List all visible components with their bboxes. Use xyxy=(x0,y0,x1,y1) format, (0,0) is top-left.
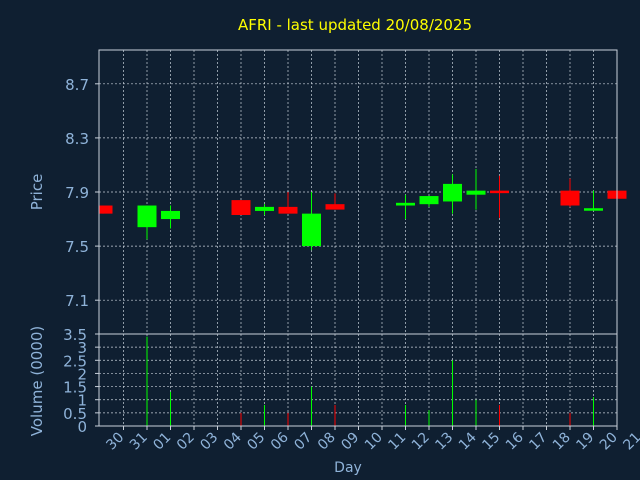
candle-body xyxy=(231,200,251,215)
candle-body xyxy=(466,190,486,195)
x-tick-label: 10 xyxy=(362,430,386,454)
chart-title: AFRI - last updated 20/08/2025 xyxy=(238,16,472,34)
x-tick-label: 05 xyxy=(244,430,268,454)
candle-body xyxy=(443,183,462,202)
volume-tick-label: 2.5 xyxy=(63,352,87,370)
marks-layer xyxy=(99,169,627,426)
x-tick-label: 19 xyxy=(573,430,597,454)
x-tick-label: 17 xyxy=(526,430,550,454)
volume-axis-label: Volume (0000) xyxy=(28,326,46,436)
candle-body xyxy=(278,206,298,214)
x-tick-label: 03 xyxy=(197,430,221,454)
candle-body xyxy=(584,208,603,211)
volume-panel-frame xyxy=(98,333,618,427)
price-tick-label: 7.1 xyxy=(65,292,89,310)
x-tick-label: 30 xyxy=(103,430,127,454)
x-tick-label: 08 xyxy=(315,430,339,454)
x-tick-label: 04 xyxy=(221,429,245,453)
price-tick-label: 7.9 xyxy=(65,184,89,202)
ticks-layer: 30 31 01 02 03 04 05 06 07 08 09 10 11 12 13 14 15 16 17 18… xyxy=(63,76,640,454)
candle-body xyxy=(396,202,415,206)
volume-tick-label: 1.5 xyxy=(63,379,87,397)
candle-body xyxy=(325,204,345,210)
price-tick-label: 8.7 xyxy=(65,76,89,94)
x-tick-label: 16 xyxy=(503,429,527,453)
candle-body xyxy=(137,205,157,228)
x-tick-label: 07 xyxy=(291,430,315,454)
x-axis-label: Day xyxy=(334,460,362,476)
x-tick-label: 06 xyxy=(268,429,292,453)
x-tick-label: 21 xyxy=(620,430,640,454)
candle-body xyxy=(560,190,580,206)
x-tick-label: 15 xyxy=(479,430,503,454)
x-tick-label: 20 xyxy=(597,430,621,454)
volume-tick-label: 3.5 xyxy=(63,326,87,344)
price-axis-label: Price xyxy=(28,174,46,211)
volume-tick-label: 3 xyxy=(77,339,87,357)
x-tick-label: 01 xyxy=(150,430,174,454)
grid-layer xyxy=(99,50,617,426)
volume-tick-label: 1 xyxy=(77,392,87,410)
x-tick-label: 13 xyxy=(432,430,456,454)
volume-tick-label: 0 xyxy=(77,418,87,436)
candle-body xyxy=(419,196,439,205)
candle-body xyxy=(302,213,321,247)
x-tick-label: 11 xyxy=(385,430,409,454)
x-tick-label: 02 xyxy=(174,430,198,454)
price-tick-label: 7.5 xyxy=(65,238,89,256)
x-tick-label: 18 xyxy=(550,430,574,454)
candle-body xyxy=(161,210,180,220)
x-tick-label: 12 xyxy=(409,430,433,454)
candle-body xyxy=(490,190,509,194)
volume-tick-label: 2 xyxy=(77,365,87,383)
candle-body xyxy=(255,206,274,211)
x-tick-label: 14 xyxy=(456,429,480,453)
volume-tick-label: 0.5 xyxy=(63,405,87,423)
x-tick-label: 31 xyxy=(127,430,151,454)
candle-body xyxy=(99,205,113,214)
x-tick-label: 09 xyxy=(338,430,362,454)
price-tick-label: 8.3 xyxy=(65,130,89,148)
